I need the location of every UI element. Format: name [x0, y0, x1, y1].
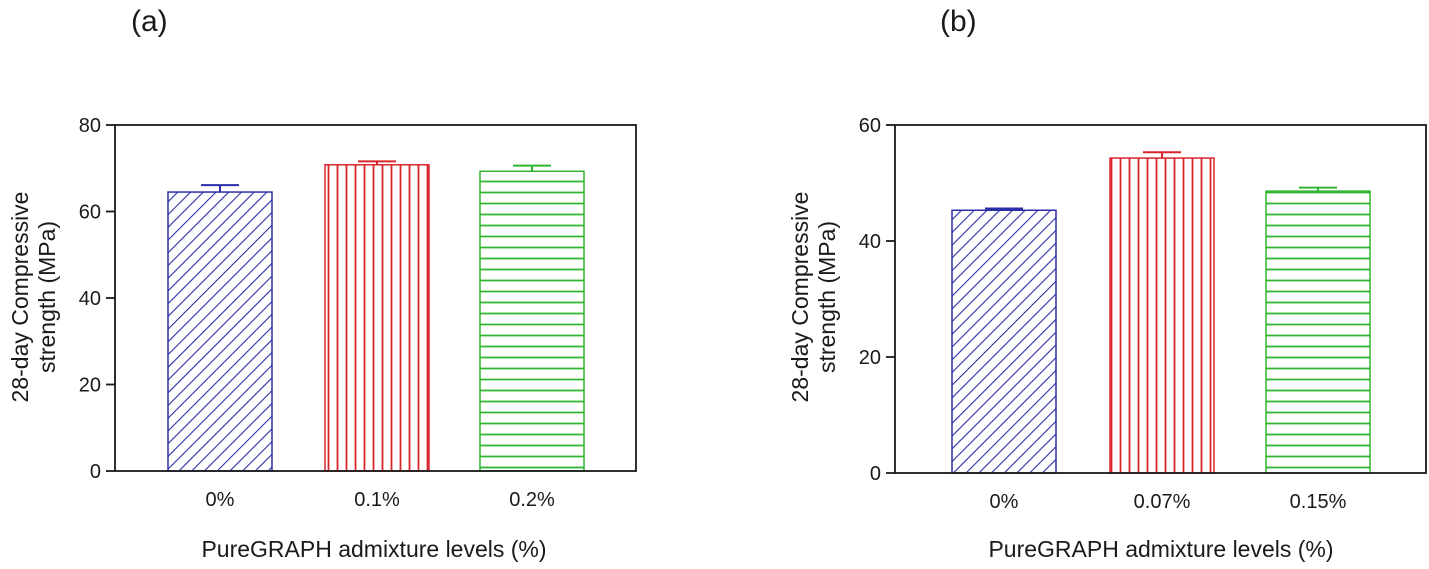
y-tick-label-a-0: 0	[90, 461, 101, 483]
axes-frame-b	[894, 124, 1427, 474]
y-tick-label-a-1: 20	[79, 375, 101, 397]
bar-b-1	[1109, 157, 1215, 474]
chart-panel-b: (b) 28-day Compressive strength (MPa) Pu…	[787, 5, 1427, 562]
x-tick-label-a-1: 0.1%	[354, 489, 400, 511]
bar-a-0	[167, 191, 273, 472]
y-axis-title-line1-b: 28-day Compressive	[787, 192, 813, 403]
x-axis-title-b: PureGRAPH admixture levels (%)	[988, 536, 1333, 562]
y-axis-title-line1-a: 28-day Compressive	[7, 192, 33, 403]
y-tick-label-a-4: 80	[79, 115, 101, 137]
chart-panel-a: (a) 28-day Compressive strength (MPa) Pu…	[7, 5, 637, 562]
x-tick-label-a-2: 0.2%	[509, 489, 555, 511]
y-tick-label-a-2: 40	[79, 288, 101, 310]
y-tick-label-b-0: 0	[870, 463, 881, 485]
y-tick-label-b-3: 60	[859, 115, 881, 137]
plot-area-a: 0% 0.1% 0.2% 0 20 40 60 80	[79, 115, 637, 511]
plot-area-b: 0% 0.07% 0.15% 0 20 40 60	[859, 115, 1427, 513]
y-tick-label-b-2: 40	[859, 231, 881, 253]
y-tick-label-b-1: 20	[859, 347, 881, 369]
x-tick-label-b-0: 0%	[990, 491, 1019, 513]
bar-a-2	[479, 170, 585, 472]
panel-label-a: (a)	[131, 5, 168, 38]
y-tick-label-a-3: 60	[79, 202, 101, 224]
x-tick-label-a-0: 0%	[206, 489, 235, 511]
bar-b-2	[1265, 190, 1371, 474]
x-tick-label-b-2: 0.15%	[1290, 491, 1347, 513]
bar-a-1	[324, 164, 430, 472]
y-axis-title-line2-a: strength (MPa)	[34, 221, 60, 373]
x-tick-label-b-1: 0.07%	[1134, 491, 1191, 513]
panel-label-b: (b)	[940, 5, 977, 38]
y-axis-title-line2-b: strength (MPa)	[814, 221, 840, 373]
bar-b-0	[951, 209, 1057, 474]
x-axis-title-a: PureGRAPH admixture levels (%)	[201, 536, 546, 562]
